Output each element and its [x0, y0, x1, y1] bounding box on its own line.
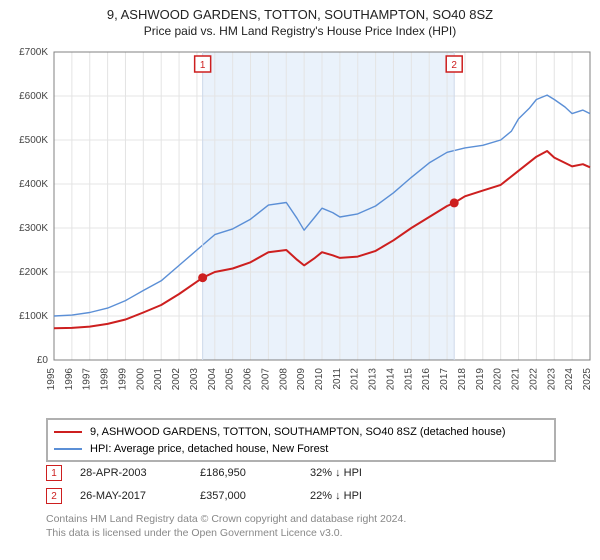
svg-text:2011: 2011 — [332, 368, 343, 390]
svg-text:2023: 2023 — [546, 368, 557, 391]
legend-label: 9, ASHWOOD GARDENS, TOTTON, SOUTHAMPTON,… — [90, 424, 505, 441]
footer-line-2: This data is licensed under the Open Gov… — [46, 526, 406, 540]
marker-row: 1 28-APR-2003£186,95032% ↓ HPI — [46, 463, 430, 483]
svg-text:2020: 2020 — [493, 368, 504, 391]
legend-swatch — [54, 431, 82, 433]
legend-swatch — [54, 448, 82, 450]
chart-container: 9, ASHWOOD GARDENS, TOTTON, SOUTHAMPTON,… — [0, 0, 600, 560]
svg-text:2009: 2009 — [296, 368, 307, 391]
marker-date: 28-APR-2003 — [80, 467, 200, 479]
footer-attribution: Contains HM Land Registry data © Crown c… — [46, 512, 406, 540]
svg-text:£100K: £100K — [19, 311, 48, 322]
svg-text:2004: 2004 — [207, 368, 218, 391]
legend-box: 9, ASHWOOD GARDENS, TOTTON, SOUTHAMPTON,… — [46, 418, 556, 462]
marker-table: 1 28-APR-2003£186,95032% ↓ HPI 2 26-MAY-201… — [46, 463, 430, 509]
svg-text:2018: 2018 — [457, 368, 468, 391]
footer-line-1: Contains HM Land Registry data © Crown c… — [46, 512, 406, 526]
svg-text:£300K: £300K — [19, 223, 48, 234]
marker-date: 26-MAY-2017 — [80, 490, 200, 502]
marker-price: £357,000 — [200, 490, 310, 502]
chart-title: 9, ASHWOOD GARDENS, TOTTON, SOUTHAMPTON,… — [0, 0, 600, 24]
marker-badge: 2 — [46, 488, 62, 504]
svg-text:2003: 2003 — [189, 368, 200, 391]
legend-label: HPI: Average price, detached house, New … — [90, 441, 328, 458]
chart-area: £0 £100K £200K £300K £400K £500K £600K £700K 199… — [0, 44, 600, 410]
svg-text:£400K: £400K — [19, 179, 48, 190]
chart-svg: £0 £100K £200K £300K £400K £500K £600K £700K 199… — [0, 44, 600, 410]
svg-text:£200K: £200K — [19, 267, 48, 278]
svg-text:1997: 1997 — [82, 368, 93, 391]
svg-text:2002: 2002 — [171, 368, 182, 391]
svg-text:£500K: £500K — [19, 135, 48, 146]
svg-text:£700K: £700K — [19, 47, 48, 58]
svg-text:2012: 2012 — [350, 368, 361, 391]
svg-text:1999: 1999 — [117, 368, 128, 391]
marker-price: £186,950 — [200, 467, 310, 479]
svg-text:2019: 2019 — [475, 368, 486, 391]
svg-text:1996: 1996 — [64, 368, 75, 391]
legend-row: 9, ASHWOOD GARDENS, TOTTON, SOUTHAMPTON,… — [54, 424, 548, 441]
svg-text:2010: 2010 — [314, 368, 325, 391]
svg-text:2000: 2000 — [135, 368, 146, 391]
marker-pct: 22% ↓ HPI — [310, 490, 430, 502]
marker-row: 2 26-MAY-2017£357,00022% ↓ HPI — [46, 486, 430, 506]
svg-text:2001: 2001 — [153, 368, 164, 391]
chart-subtitle: Price paid vs. HM Land Registry's House … — [0, 24, 600, 42]
svg-text:1: 1 — [200, 60, 206, 71]
legend-row: HPI: Average price, detached house, New … — [54, 441, 548, 458]
svg-text:£600K: £600K — [19, 91, 48, 102]
svg-text:2015: 2015 — [403, 368, 414, 391]
marker-pct: 32% ↓ HPI — [310, 467, 430, 479]
svg-text:2024: 2024 — [564, 368, 575, 391]
svg-text:2006: 2006 — [243, 368, 254, 391]
svg-text:2022: 2022 — [528, 368, 539, 391]
svg-text:2007: 2007 — [260, 368, 271, 391]
svg-text:2025: 2025 — [582, 368, 593, 391]
svg-text:2017: 2017 — [439, 368, 450, 391]
svg-text:1998: 1998 — [100, 368, 111, 391]
marker-badge: 1 — [46, 465, 62, 481]
svg-text:2021: 2021 — [511, 368, 522, 391]
svg-text:2013: 2013 — [368, 368, 379, 391]
svg-text:2016: 2016 — [421, 368, 432, 391]
svg-text:2: 2 — [451, 60, 457, 71]
svg-text:2008: 2008 — [278, 368, 289, 391]
svg-text:2005: 2005 — [225, 368, 236, 391]
svg-text:£0: £0 — [37, 355, 49, 366]
svg-text:1995: 1995 — [46, 368, 57, 391]
svg-text:2014: 2014 — [385, 368, 396, 391]
